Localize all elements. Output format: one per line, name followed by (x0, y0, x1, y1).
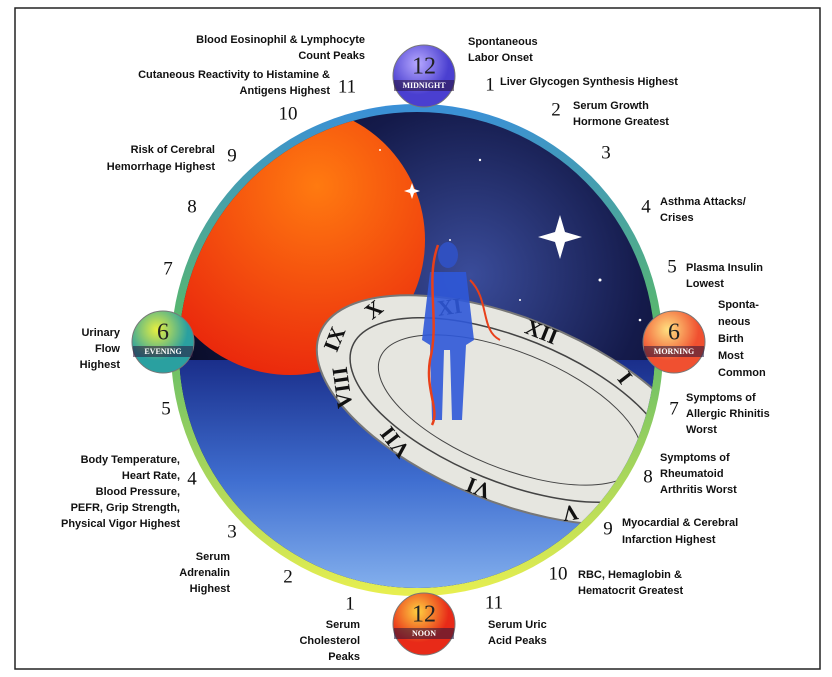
event-label: Cutaneous Reactivity to Histamine & (138, 69, 330, 81)
event-label: Serum Uric (488, 619, 547, 631)
event-label: Serum Growth (573, 100, 649, 112)
event-label: Hormone Greatest (573, 116, 669, 128)
badge-label: NOON (412, 629, 436, 638)
badge-label: EVENING (144, 347, 181, 356)
human-figure (422, 242, 501, 426)
hour-number: 5 (161, 398, 171, 419)
hour-number: 2 (551, 99, 561, 120)
event-label: Plasma Insulin (686, 262, 763, 274)
event-label: Urinary (81, 327, 120, 339)
event-label: Count Peaks (298, 50, 365, 62)
event-label: Worst (686, 424, 717, 436)
badge-number: 6 (157, 320, 169, 346)
event-label: PEFR, Grip Strength, (71, 502, 180, 514)
hour-number: 3 (227, 521, 237, 542)
badge-label: MIDNIGHT (402, 81, 446, 90)
event-label: Serum (326, 619, 360, 631)
event-label: RBC, Hemaglobin & (578, 569, 682, 581)
event-label: Spontaneous (468, 36, 538, 48)
hour-number: 7 (669, 398, 679, 419)
event-label: Hemorrhage Highest (107, 161, 216, 173)
event-label: Cholesterol (299, 635, 360, 647)
event-label: Arthritis Worst (660, 484, 737, 496)
time-badge (131, 310, 195, 374)
event-label: Most (718, 350, 744, 362)
hour-number: 4 (641, 196, 651, 217)
hour-number: 5 (667, 256, 677, 277)
hour-number: 9 (227, 145, 237, 166)
time-badge (392, 44, 456, 108)
event-label: Serum (196, 551, 230, 563)
hour-number: 8 (643, 466, 653, 487)
time-badge (392, 592, 456, 656)
event-label: neous (718, 316, 750, 328)
event-label: Symptoms of (660, 452, 730, 464)
hour-number: 11 (485, 592, 503, 613)
event-label: Blood Pressure, (96, 486, 180, 498)
badge-band (394, 80, 454, 91)
event-label: Birth (718, 333, 744, 345)
event-label: Risk of Cerebral (131, 144, 215, 156)
event-label: Heart Rate, (122, 470, 180, 482)
hour-number: 7 (163, 258, 173, 279)
hour-number: 1 (485, 74, 495, 95)
event-label: Flow (95, 343, 120, 355)
badge-number: 6 (668, 320, 680, 346)
event-label: Body Temperature, (81, 454, 180, 466)
hour-number: 8 (187, 196, 197, 217)
hour-number: 4 (187, 468, 197, 489)
badge-band (394, 628, 454, 639)
event-label: Acid Peaks (488, 635, 547, 647)
event-label: Highest (80, 359, 121, 371)
frame (14, 7, 821, 670)
event-label: Highest (190, 583, 231, 595)
badge-number: 12 (412, 54, 436, 80)
event-label: Physical Vigor Highest (61, 518, 180, 530)
event-label: Common (718, 367, 766, 379)
badge-number: 12 (412, 602, 436, 628)
event-label: Antigens Highest (240, 85, 331, 97)
event-label: Rheumatoid (660, 468, 724, 480)
event-label: Lowest (686, 278, 724, 290)
badge-band (644, 346, 704, 357)
hour-number: 9 (603, 518, 613, 539)
event-label: Crises (660, 212, 694, 224)
event-label: Asthma Attacks/ (660, 196, 746, 208)
badge-label: MORNING (654, 347, 694, 356)
event-label: Peaks (328, 651, 360, 663)
hour-number: 10 (279, 103, 298, 124)
event-label: Labor Onset (468, 52, 533, 64)
event-label: Infarction Highest (622, 534, 716, 546)
event-label: Myocardial & Cerebral (622, 517, 738, 529)
event-label: Allergic Rhinitis (686, 408, 770, 420)
badge-band (133, 346, 193, 357)
event-label: Sponta- (718, 299, 759, 311)
hour-number: 1 (345, 593, 355, 614)
clock-numeral: V (561, 500, 580, 527)
scene: XIIIIIIIIIVVVIVIIVIIIIXXXI (179, 112, 655, 588)
time-badge (642, 310, 706, 374)
hour-number: 10 (549, 563, 568, 584)
hour-number: 3 (601, 142, 611, 163)
clock-numeral: VIII (327, 365, 358, 410)
hour-number: 11 (338, 76, 356, 97)
event-label: Adrenalin (179, 567, 230, 579)
event-label: Symptoms of (686, 392, 756, 404)
event-label: Liver Glycogen Synthesis Highest (500, 76, 678, 88)
event-label: Blood Eosinophil & Lymphocyte (196, 34, 365, 46)
event-label: Hematocrit Greatest (578, 585, 683, 597)
hour-number: 2 (283, 566, 293, 587)
